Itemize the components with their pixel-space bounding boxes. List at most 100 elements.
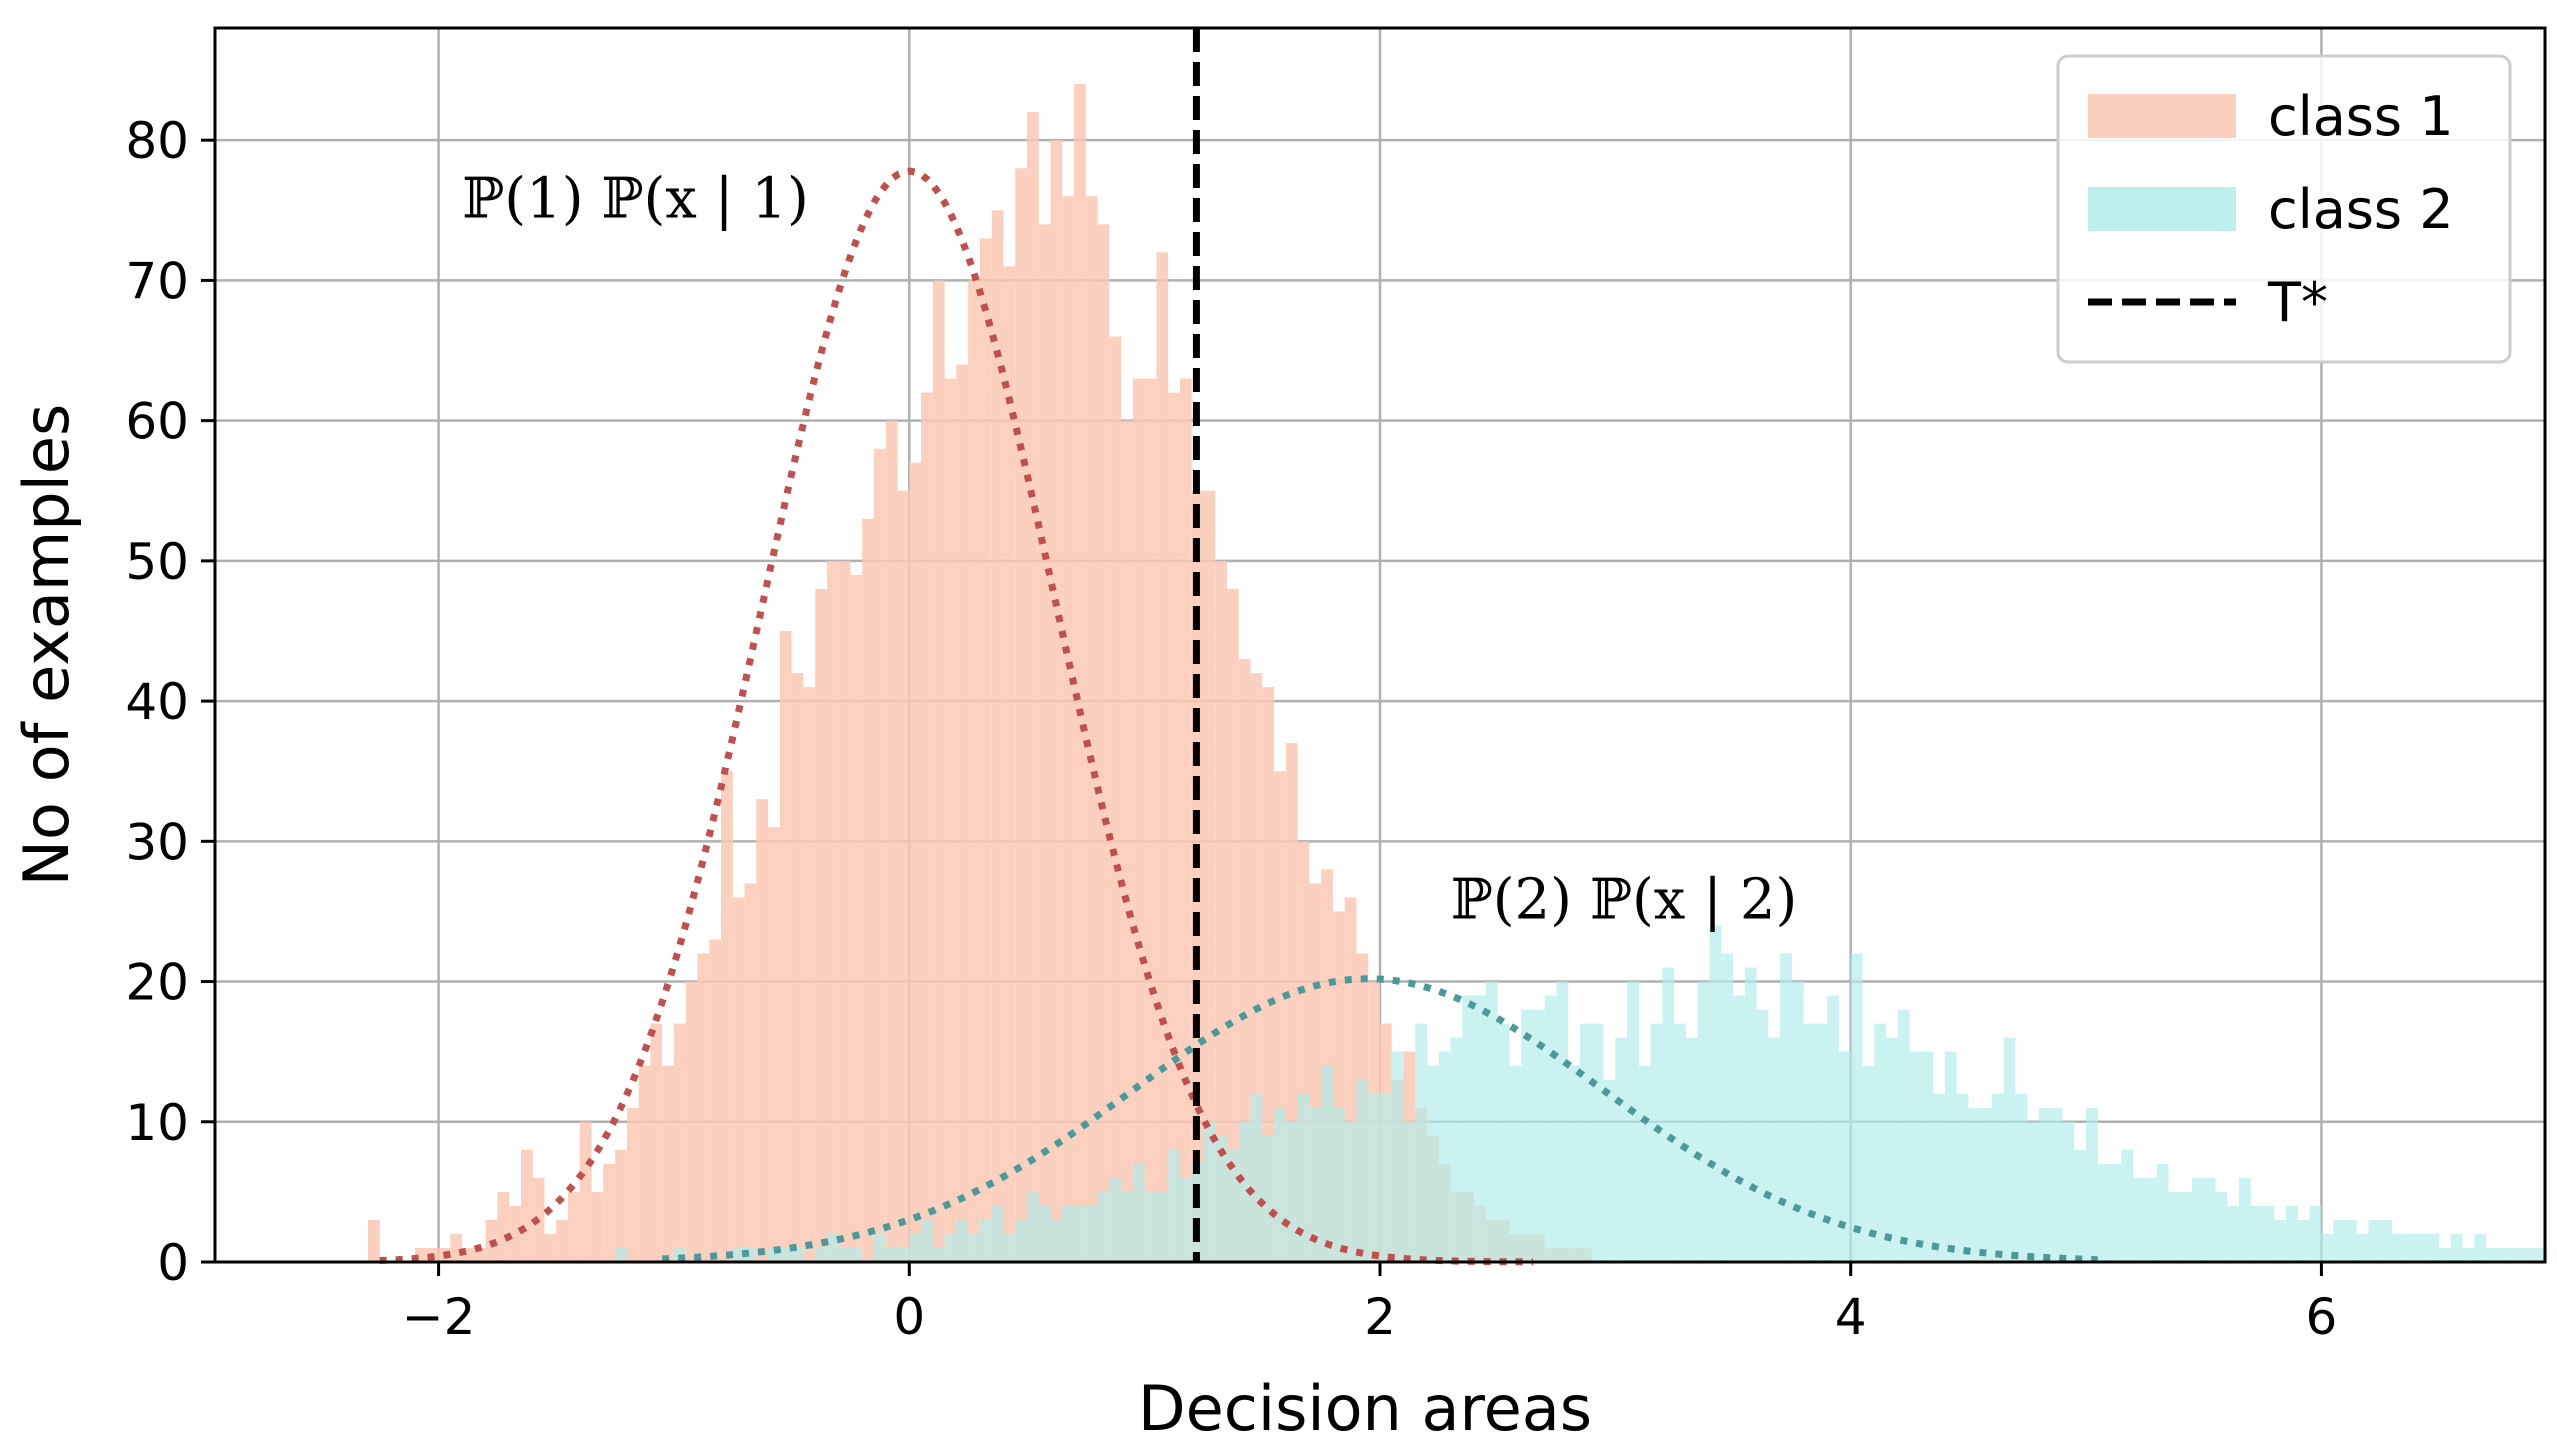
bar-class-2-32 bbox=[744, 1247, 757, 1262]
bar-class-2-168 bbox=[2344, 1219, 2357, 1262]
bar-class-2-184 bbox=[2533, 1247, 2545, 1262]
bar-class-2-147 bbox=[2097, 1163, 2110, 1262]
bar-class-2-130 bbox=[1897, 1009, 1910, 1262]
bar-class-2-164 bbox=[2297, 1219, 2310, 1262]
bar-class-2-160 bbox=[2250, 1205, 2263, 1262]
bar-class-1-69 bbox=[1179, 378, 1192, 1262]
bar-class-2-121 bbox=[1791, 981, 1804, 1262]
bar-class-2-84 bbox=[1356, 1079, 1369, 1262]
bar-class-2-134 bbox=[1944, 1051, 1957, 1262]
bar-class-1-80 bbox=[1309, 883, 1322, 1262]
bar-class-2-159 bbox=[2239, 1177, 2251, 1262]
bar-class-2-129 bbox=[1886, 1037, 1898, 1262]
legend-swatch-2 bbox=[2088, 187, 2236, 231]
bar-class-2-35 bbox=[779, 1247, 792, 1262]
bar-class-2-113 bbox=[1697, 981, 1710, 1262]
bar-class-2-178 bbox=[2462, 1247, 2475, 1262]
bar-class-2-153 bbox=[2168, 1191, 2181, 1262]
bar-class-1-51 bbox=[968, 280, 980, 1263]
bar-class-2-71 bbox=[1203, 1121, 1216, 1262]
bar-class-1-70 bbox=[1191, 490, 1204, 1262]
bar-class-1-59 bbox=[1062, 196, 1075, 1263]
bar-class-2-149 bbox=[2121, 1149, 2134, 1262]
bar-class-2-59 bbox=[1062, 1205, 1075, 1262]
bar-class-2-56 bbox=[1026, 1191, 1039, 1262]
bar-class-2-79 bbox=[1297, 1093, 1310, 1262]
bar-class-2-101 bbox=[1556, 981, 1569, 1262]
bar-class-2-77 bbox=[1274, 1107, 1286, 1262]
bar-class-2-48 bbox=[932, 1247, 945, 1262]
bar-class-2-100 bbox=[1544, 995, 1557, 1262]
bar-class-2-148 bbox=[2109, 1163, 2122, 1262]
bar-class-2-94 bbox=[1474, 995, 1486, 1262]
y-tick-label-7: 70 bbox=[125, 252, 189, 310]
bar-class-2-171 bbox=[2380, 1219, 2393, 1262]
bar-class-2-154 bbox=[2180, 1191, 2192, 1262]
bar-class-1-58 bbox=[1050, 140, 1063, 1262]
bar-class-2-117 bbox=[1744, 967, 1757, 1262]
bar-class-1-43 bbox=[873, 448, 886, 1262]
bar-class-1-19 bbox=[591, 1191, 604, 1262]
bar-class-1-61 bbox=[1085, 196, 1098, 1263]
bar-class-1-31 bbox=[732, 897, 745, 1262]
bar-class-1-50 bbox=[956, 364, 969, 1263]
bar-class-2-158 bbox=[2227, 1205, 2240, 1262]
bar-class-2-87 bbox=[1391, 1051, 1404, 1262]
bar-class-1-28 bbox=[697, 953, 710, 1262]
bar-class-2-139 bbox=[2003, 1037, 2016, 1262]
bar-class-2-51 bbox=[968, 1233, 980, 1262]
bar-class-2-136 bbox=[1968, 1107, 1981, 1262]
bar-class-1-65 bbox=[1132, 378, 1145, 1262]
bar-class-1-45 bbox=[897, 490, 910, 1262]
bar-class-2-102 bbox=[1568, 1065, 1581, 1262]
bar-class-2-142 bbox=[2038, 1107, 2051, 1262]
bar-class-1-40 bbox=[838, 560, 851, 1262]
bar-class-2-122 bbox=[1803, 1023, 1816, 1262]
bar-class-2-106 bbox=[1615, 1037, 1628, 1262]
bar-class-1-35 bbox=[779, 630, 792, 1262]
bar-class-2-103 bbox=[1580, 1023, 1592, 1262]
bar-class-2-170 bbox=[2368, 1219, 2381, 1262]
bar-class-2-155 bbox=[2191, 1177, 2204, 1262]
bar-class-1-63 bbox=[1109, 336, 1122, 1262]
bar-class-1-7 bbox=[450, 1233, 463, 1262]
bar-class-2-138 bbox=[1991, 1093, 2004, 1262]
bar-class-1-23 bbox=[638, 1065, 651, 1262]
x-tick-label-0: −2 bbox=[402, 1288, 476, 1346]
bar-class-2-132 bbox=[1921, 1051, 1934, 1262]
bar-class-2-140 bbox=[2015, 1093, 2028, 1262]
legend-swatch-1 bbox=[2088, 94, 2236, 138]
bar-class-2-107 bbox=[1627, 981, 1639, 1262]
bar-class-1-75 bbox=[1250, 673, 1263, 1262]
curve-class-2 bbox=[662, 975, 2098, 1264]
bar-class-2-169 bbox=[2356, 1233, 2369, 1262]
bar-class-1-83 bbox=[1344, 897, 1357, 1262]
bar-class-2-111 bbox=[1674, 1023, 1686, 1262]
bar-class-2-143 bbox=[2050, 1107, 2063, 1262]
bar-class-1-79 bbox=[1297, 841, 1310, 1262]
bar-class-2-81 bbox=[1321, 1065, 1333, 1262]
bar-class-2-31 bbox=[732, 1247, 745, 1262]
bar-class-1-56 bbox=[1026, 112, 1039, 1263]
bar-class-1-12 bbox=[509, 1205, 521, 1262]
bars-layer bbox=[367, 84, 2557, 1263]
curve-annotation-2: ℙ(2) ℙ(x | 2) bbox=[1451, 867, 1798, 932]
bar-class-2-125 bbox=[1838, 1051, 1851, 1262]
bar-class-2-43 bbox=[873, 1233, 886, 1262]
bar-class-2-39 bbox=[826, 1233, 839, 1262]
bar-class-1-36 bbox=[791, 673, 804, 1262]
bar-class-2-86 bbox=[1380, 1093, 1392, 1262]
bar-class-1-24 bbox=[650, 1023, 663, 1262]
bar-class-2-175 bbox=[2427, 1233, 2440, 1262]
bar-class-2-127 bbox=[1862, 1065, 1875, 1262]
bar-class-2-141 bbox=[2027, 1121, 2039, 1262]
bar-class-1-18 bbox=[579, 1121, 592, 1262]
bar-class-2-97 bbox=[1509, 1065, 1522, 1262]
bar-class-2-75 bbox=[1250, 1093, 1263, 1262]
y-axis-label: No of examples bbox=[10, 404, 83, 887]
curve-class-1 bbox=[379, 167, 1533, 1266]
x-tick-label-1: 0 bbox=[893, 1288, 925, 1346]
bar-class-2-64 bbox=[1121, 1191, 1133, 1262]
bar-class-2-36 bbox=[791, 1247, 804, 1262]
bar-class-2-21 bbox=[615, 1247, 627, 1262]
